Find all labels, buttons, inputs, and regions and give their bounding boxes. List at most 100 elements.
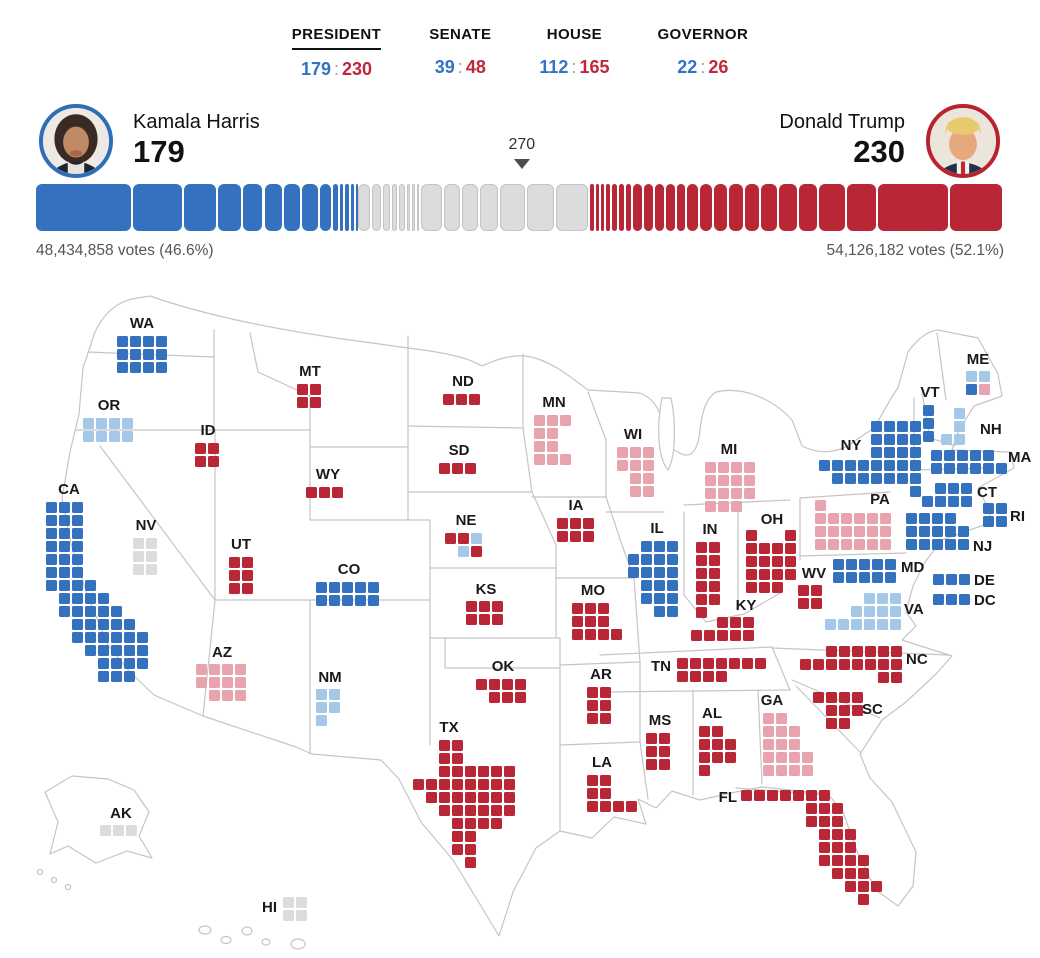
state-NC[interactable]: NC xyxy=(800,646,928,683)
bar-segment-MT[interactable] xyxy=(618,184,625,231)
bar-segment-MS[interactable] xyxy=(676,184,686,231)
bar-segment-LA[interactable] xyxy=(699,184,713,231)
bar-segment-FL[interactable] xyxy=(950,184,1002,231)
bar-segment-IL[interactable] xyxy=(183,184,216,231)
state-NM[interactable]: NM xyxy=(316,669,342,726)
bar-segment-WI[interactable] xyxy=(462,184,479,231)
state-PA[interactable]: PA xyxy=(815,491,891,550)
state-MT[interactable]: MT xyxy=(297,363,321,408)
state-MN[interactable]: MN xyxy=(534,394,571,465)
state-KY[interactable]: KY xyxy=(691,597,756,641)
state-IA[interactable]: IA xyxy=(557,497,594,542)
bar-segment-OK[interactable] xyxy=(687,184,698,231)
state-VA[interactable]: VA xyxy=(825,593,924,630)
state-MS[interactable]: MS xyxy=(646,712,671,770)
bar-segment-CO[interactable] xyxy=(284,184,301,231)
state-NH[interactable]: NH xyxy=(941,408,1002,445)
state-ND[interactable]: ND xyxy=(443,373,480,405)
bar-segment-RI[interactable] xyxy=(332,184,339,231)
bar-segment-ME[interactable] xyxy=(412,184,416,231)
state-TN[interactable]: TN xyxy=(651,658,766,682)
state-OR[interactable]: OR xyxy=(83,397,133,442)
state-CA[interactable]: CA xyxy=(46,481,148,682)
tab-governor[interactable]: GOVERNOR 22:26 xyxy=(657,26,748,80)
bar-segment-OR[interactable] xyxy=(358,184,371,231)
state-WY[interactable]: WY xyxy=(306,466,343,498)
state-ME[interactable]: ME xyxy=(966,351,990,395)
state-KS[interactable]: KS xyxy=(466,581,503,625)
bar-segment-PA[interactable] xyxy=(555,184,589,231)
bar-segment-ND[interactable] xyxy=(595,184,599,231)
state-NJ[interactable]: NJ xyxy=(906,513,992,555)
bar-segment-TX[interactable] xyxy=(878,184,949,231)
bar-segment-MI[interactable] xyxy=(500,184,526,231)
bar-segment-MA[interactable] xyxy=(264,184,283,231)
state-MD[interactable]: MD xyxy=(833,559,924,583)
bar-segment-NE[interactable] xyxy=(606,184,610,231)
state-DC[interactable]: DC xyxy=(933,592,996,609)
state-AZ[interactable]: AZ xyxy=(196,644,246,701)
bar-segment-WV[interactable] xyxy=(626,184,632,231)
bar-segment-IN[interactable] xyxy=(798,184,817,231)
bar-segment-OH[interactable] xyxy=(847,184,877,231)
state-UT[interactable]: UT xyxy=(229,536,253,594)
state-OK[interactable]: OK xyxy=(476,658,526,703)
bar-segment-MN[interactable] xyxy=(444,184,461,231)
state-DE[interactable]: DE xyxy=(933,572,995,589)
state-MI[interactable]: MI xyxy=(705,441,755,512)
bar-segment-IA[interactable] xyxy=(654,184,664,231)
bar-segment-DE[interactable] xyxy=(345,184,349,231)
bar-segment-GA[interactable] xyxy=(527,184,554,231)
bar-segment-NH[interactable] xyxy=(392,184,398,231)
state-GA[interactable]: GA xyxy=(761,692,813,776)
state-AR[interactable]: AR xyxy=(587,666,612,724)
bar-segment-WA[interactable] xyxy=(242,184,263,231)
bar-segment-NV[interactable] xyxy=(372,184,382,231)
bar-segment-MD[interactable] xyxy=(302,184,319,231)
state-CO[interactable]: CO xyxy=(316,561,379,606)
state-TX[interactable]: TX xyxy=(413,719,515,868)
bar-segment-MO[interactable] xyxy=(761,184,778,231)
bar-segment-SD[interactable] xyxy=(600,184,605,231)
state-AL[interactable]: AL xyxy=(699,705,736,776)
bar-segment-NC[interactable] xyxy=(818,184,846,231)
bar-segment-HI[interactable] xyxy=(399,184,405,231)
bar-segment-CA[interactable] xyxy=(36,184,132,231)
bar-segment-DC[interactable] xyxy=(350,184,355,231)
state-WA[interactable]: WA xyxy=(117,315,167,373)
state-WV[interactable]: WV xyxy=(798,565,826,609)
state-AK[interactable]: AK xyxy=(100,805,137,836)
electoral-vote-bar[interactable] xyxy=(36,184,1004,231)
state-HI[interactable]: HI xyxy=(262,897,307,921)
bar-segment-VA[interactable] xyxy=(421,184,443,231)
state-SD[interactable]: SD xyxy=(439,442,476,474)
bar-segment-TN[interactable] xyxy=(779,184,797,231)
bar-segment-NM[interactable] xyxy=(383,184,391,231)
bar-segment-NJ[interactable] xyxy=(217,184,241,231)
bar-segment-ME[interactable] xyxy=(356,184,359,231)
state-OH[interactable]: OH xyxy=(746,511,796,593)
state-IL[interactable]: IL xyxy=(628,520,678,617)
bar-segment-KY[interactable] xyxy=(714,184,727,231)
state-ID[interactable]: ID xyxy=(195,422,219,467)
state-NE[interactable]: NE xyxy=(445,512,482,557)
tab-senate[interactable]: SENATE 39:48 xyxy=(429,26,491,80)
bar-segment-ID[interactable] xyxy=(611,184,617,231)
state-MO[interactable]: MO xyxy=(572,582,622,640)
bar-segment-WY[interactable] xyxy=(590,184,594,231)
tab-house[interactable]: HOUSE 112:165 xyxy=(539,26,609,80)
tab-president[interactable]: PRESIDENT 179:230 xyxy=(291,26,382,80)
bar-segment-VT[interactable] xyxy=(340,184,344,231)
state-RI[interactable]: RI xyxy=(983,503,1025,527)
bar-segment-KS[interactable] xyxy=(644,184,653,231)
bar-segment-NE[interactable] xyxy=(417,184,420,231)
bar-segment-AR[interactable] xyxy=(665,184,675,231)
bar-segment-UT[interactable] xyxy=(633,184,643,231)
state-VT[interactable]: VT xyxy=(920,384,940,442)
bar-segment-NY[interactable] xyxy=(133,184,182,231)
state-NY[interactable]: NY xyxy=(819,421,921,497)
state-NV[interactable]: NV xyxy=(133,517,157,575)
state-IN[interactable]: IN xyxy=(696,521,720,618)
bar-segment-AL[interactable] xyxy=(728,184,743,231)
bar-segment-AK[interactable] xyxy=(406,184,411,231)
